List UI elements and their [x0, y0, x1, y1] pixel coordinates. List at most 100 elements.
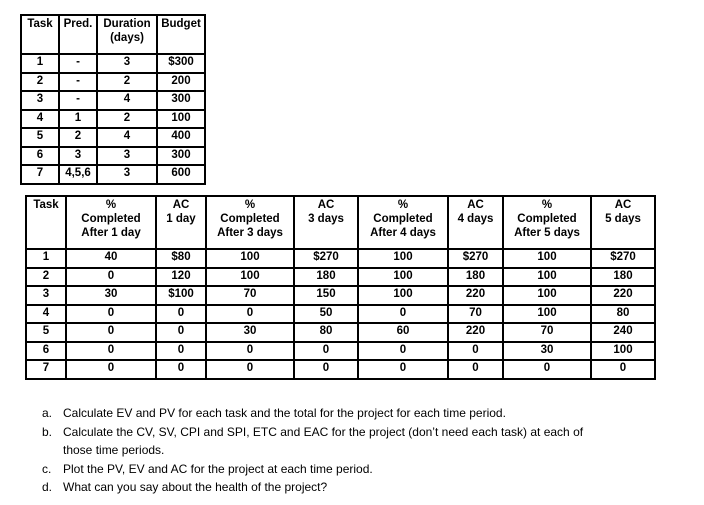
- table-cell: 6: [20, 145, 60, 166]
- table-row: 1 40 $80 100 $270 100 $270 100 $270: [25, 248, 656, 269]
- table-cell: 4: [25, 303, 67, 324]
- table-cell: 50: [293, 303, 359, 324]
- table-cell: 220: [590, 285, 656, 306]
- table-row: 6 3 3 300: [20, 145, 206, 166]
- table-cell: 70: [205, 285, 295, 306]
- table-cell: 180: [293, 266, 359, 287]
- table-cell: 4: [96, 90, 158, 111]
- table-cell: $80: [155, 248, 207, 269]
- question-label: b.: [42, 424, 53, 439]
- table-cell: 4: [20, 108, 60, 129]
- table-cell: 0: [447, 359, 504, 380]
- table-cell: 5: [20, 127, 60, 148]
- table-cell: 80: [293, 322, 359, 343]
- table-header-row: Task Pred. Duration (days) Budget: [20, 14, 206, 55]
- table-cell: 3: [20, 90, 60, 111]
- table-cell: 220: [447, 285, 504, 306]
- table-cell: 3: [96, 164, 158, 185]
- table-cell: 5: [25, 322, 67, 343]
- header-budget: Budget: [156, 14, 206, 55]
- table-cell: 70: [502, 322, 592, 343]
- table-cell: 150: [293, 285, 359, 306]
- table-cell: 7: [25, 359, 67, 380]
- table-cell: 100: [357, 266, 449, 287]
- table-cell: 0: [293, 359, 359, 380]
- table-cell: 100: [357, 285, 449, 306]
- table-row: 2 - 2 200: [20, 71, 206, 92]
- table-cell: 3: [96, 145, 158, 166]
- table-cell: 2: [96, 71, 158, 92]
- table-cell: 600: [156, 164, 206, 185]
- header-ac-3days: AC 3 days: [293, 195, 359, 250]
- table-cell: 120: [155, 266, 207, 287]
- table-cell: 3: [96, 53, 158, 74]
- header-pct-completed-3days: % Completed After 3 days: [205, 195, 295, 250]
- table-row: 4 1 2 100: [20, 108, 206, 129]
- table-cell: 300: [156, 145, 206, 166]
- table-cell: 220: [447, 322, 504, 343]
- table-cell: 100: [590, 340, 656, 361]
- table-cell: 0: [590, 359, 656, 380]
- task-schedule-budget-table: Task Pred. Duration (days) Budget 1 - 3 …: [20, 14, 206, 185]
- question-label: d.: [42, 480, 53, 494]
- header-pct-completed-1day: % Completed After 1 day: [65, 195, 157, 250]
- table-cell: 60: [357, 322, 449, 343]
- table-cell: 180: [447, 266, 504, 287]
- table-cell: 100: [357, 248, 449, 269]
- table-cell: 0: [357, 359, 449, 380]
- table-cell: 3: [25, 285, 67, 306]
- question-text: Calculate the CV, SV, CPI and SPI, ETC a…: [63, 424, 584, 458]
- table-cell: $100: [155, 285, 207, 306]
- table-cell: 3: [58, 145, 98, 166]
- table-cell: 100: [502, 285, 592, 306]
- header-ac-1day: AC 1 day: [155, 195, 207, 250]
- table-row: 3 30 $100 70 150 100 220 100 220: [25, 285, 656, 306]
- table-cell: 30: [205, 322, 295, 343]
- question-item-c: c. Plot the PV, EV and AC for the projec…: [42, 460, 682, 479]
- table-cell: 6: [25, 340, 67, 361]
- table-row: 7 0 0 0 0 0 0 0 0: [25, 359, 656, 380]
- table-cell: 1: [25, 248, 67, 269]
- table-cell: 100: [156, 108, 206, 129]
- table-cell: 2: [58, 127, 98, 148]
- table-cell: 2: [20, 71, 60, 92]
- question-text: What can you say about the health of the…: [63, 480, 328, 494]
- table-row: 6 0 0 0 0 0 0 30 100: [25, 340, 656, 361]
- header-duration: Duration (days): [96, 14, 158, 55]
- table-cell: 100: [205, 248, 295, 269]
- table-cell: $270: [447, 248, 504, 269]
- table-row: 5 2 4 400: [20, 127, 206, 148]
- table-cell: 300: [156, 90, 206, 111]
- table-cell: $270: [293, 248, 359, 269]
- table-cell: 0: [205, 340, 295, 361]
- table-cell: 0: [65, 340, 157, 361]
- header-pct-completed-5days: % Completed After 5 days: [502, 195, 592, 250]
- table-cell: -: [58, 71, 98, 92]
- table-cell: 180: [590, 266, 656, 287]
- table-cell: 100: [205, 266, 295, 287]
- table-cell: 70: [447, 303, 504, 324]
- table-cell: 400: [156, 127, 206, 148]
- questions-list: a. Calculate EV and PV for each task and…: [42, 404, 682, 497]
- header-task: Task: [25, 195, 67, 250]
- table-cell: 1: [20, 53, 60, 74]
- question-text: Calculate EV and PV for each task and th…: [63, 406, 506, 420]
- table-cell: 100: [502, 248, 592, 269]
- table-cell: 200: [156, 71, 206, 92]
- table-cell: 40: [65, 248, 157, 269]
- table-row: 7 4,5,6 3 600: [20, 164, 206, 185]
- progress-actual-cost-table: Task % Completed After 1 day AC 1 day % …: [25, 195, 656, 380]
- table-cell: 0: [155, 359, 207, 380]
- table-cell: 0: [155, 322, 207, 343]
- table-cell: 2: [96, 108, 158, 129]
- table-row: 4 0 0 0 50 0 70 100 80: [25, 303, 656, 324]
- table-header-row: Task % Completed After 1 day AC 1 day % …: [25, 195, 656, 250]
- table-cell: 0: [155, 303, 207, 324]
- table-cell: 2: [25, 266, 67, 287]
- table-cell: 0: [155, 340, 207, 361]
- table-row: 5 0 0 30 80 60 220 70 240: [25, 322, 656, 343]
- question-item-a: a. Calculate EV and PV for each task and…: [42, 404, 682, 423]
- table-cell: $300: [156, 53, 206, 74]
- question-label: c.: [42, 461, 52, 476]
